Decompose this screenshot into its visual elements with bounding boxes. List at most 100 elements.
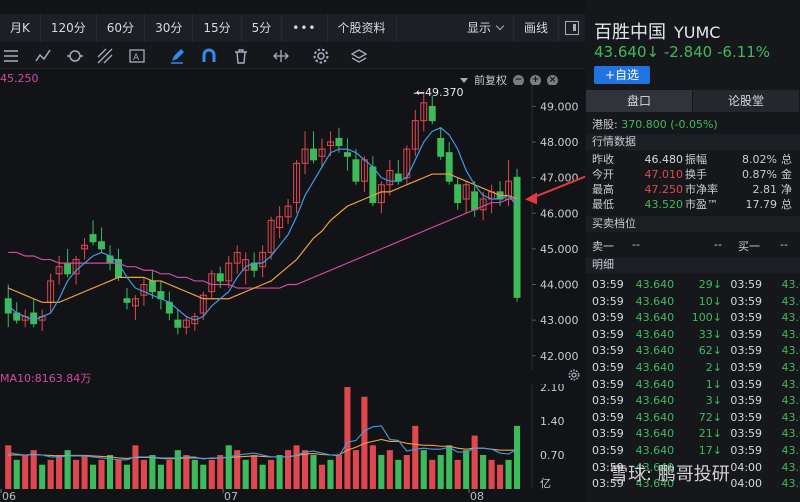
trade-price: 43.640 [635, 327, 675, 341]
candle-body [318, 148, 326, 157]
quote-key-2: 振幅 [685, 153, 707, 166]
hk-label: 港股: [592, 118, 618, 131]
sell-one-volume: -- [714, 238, 722, 251]
trade-price-2: 43.6 [781, 477, 800, 491]
trade-row: 03:59 43.640 100↓ 03:59 43.6 [592, 310, 800, 327]
volume-bar [5, 445, 12, 489]
trade-price-2: 43.6 [781, 377, 800, 391]
trend-line-icon[interactable] [34, 47, 52, 65]
minus-circle-icon[interactable]: − [513, 74, 524, 86]
trade-time-2: 03:59 [730, 377, 763, 391]
display-dropdown[interactable]: 显示 [457, 14, 514, 42]
close-circle-icon[interactable]: × [547, 74, 558, 86]
trade-price-2: 43.6 [781, 427, 800, 441]
panel-toggle-icon[interactable] [565, 21, 579, 35]
text-icon[interactable]: A [128, 47, 146, 65]
volume-bar [352, 450, 359, 489]
volume-bar [259, 464, 266, 489]
candle-body [98, 241, 105, 250]
volume-bar [268, 459, 275, 489]
quote-value: 43.520 [644, 198, 684, 211]
trade-volume: 72↓ [698, 410, 722, 424]
trade-time: 03:59 [592, 360, 624, 374]
tab-forum[interactable]: 论股堂 [693, 90, 800, 112]
candle-body [513, 176, 521, 298]
volume-bar [310, 455, 317, 489]
bid-ask-row: 卖一 -- -- 买一 -- [592, 238, 800, 254]
add-watchlist-button[interactable]: +自选 [594, 66, 650, 84]
stock-name: 百胜中国 [594, 22, 666, 43]
trade-time-2: 03:59 [730, 443, 763, 457]
volume-bar [30, 450, 37, 489]
max-price-label: ←49.370 [416, 86, 464, 99]
layers-icon[interactable] [350, 47, 368, 65]
period-5m-tab[interactable]: 5分 [242, 14, 283, 42]
stock-profile-tab[interactable]: 个股资料 [328, 14, 397, 42]
period-toolbar: 月K 120分 60分 30分 15分 5分 ••• 个股资料 显示 画线 [0, 14, 585, 42]
period-120m-tab[interactable]: 120分 [41, 14, 97, 42]
volume-bar [497, 464, 504, 489]
trade-time: 03:59 [592, 477, 624, 491]
plus-circle-icon[interactable]: + [530, 74, 541, 86]
candle-body [420, 102, 428, 122]
trade-time: 03:59 [592, 410, 624, 424]
volume-bar [378, 455, 385, 489]
draw-line-button[interactable]: 画线 [514, 14, 559, 42]
quote-row: 最高 47.250 市净率 2.81 净 [592, 182, 800, 197]
candlestick-chart[interactable]: 49.000 48.000 47.000 46.000 45.000 44.000 43.0… [0, 85, 585, 370]
settings-icon[interactable] [312, 47, 330, 65]
volume-tick-label: 亿 [540, 477, 551, 489]
volume-bar [13, 459, 20, 489]
price-adjust-control[interactable]: 前复权 − + × [460, 72, 558, 88]
trade-volume: 1↓ [705, 377, 722, 391]
period-30m-tab[interactable]: 30分 [145, 14, 194, 42]
volume-bar [106, 455, 114, 489]
trade-list[interactable]: 03:5943.64029↓03:5943.603:5943.64010↓03:… [592, 277, 800, 493]
resize-icon[interactable] [272, 47, 290, 65]
trash-icon[interactable] [232, 47, 250, 65]
last-price: 43.640↓ [594, 43, 660, 61]
volume-settings-icon[interactable] [568, 369, 580, 381]
ma10-line [8, 173, 518, 303]
svg-text:A: A [133, 53, 140, 63]
list-icon[interactable] [2, 47, 20, 65]
sell-one-price: -- [632, 238, 640, 251]
y-tick-label: 44.000 [540, 279, 579, 292]
volume-bar [344, 387, 351, 489]
magnet-icon[interactable] [200, 47, 218, 65]
period-monthly-tab[interactable]: 月K [0, 14, 41, 42]
fork-icon[interactable] [96, 47, 114, 65]
more-periods-button[interactable]: ••• [282, 14, 328, 42]
volume-bar [225, 445, 232, 489]
quote-value-2: 8.02% [742, 153, 777, 166]
volume-chart[interactable]: 2.10 1.40 0.70 亿 [0, 384, 585, 489]
volume-bar [200, 464, 207, 489]
annotation-arrowhead [525, 192, 538, 205]
volume-bar [89, 464, 97, 489]
candle-body [191, 316, 199, 325]
trade-volume: 33↓ [698, 327, 722, 341]
trade-time-2: 03:59 [730, 427, 763, 441]
volume-background [0, 384, 585, 489]
volume-ma-legend: MA10:8163.84万 [0, 372, 92, 385]
y-tick-label: 42.000 [540, 350, 579, 363]
volume-bar [98, 459, 105, 489]
tab-orderbook[interactable]: 盘口 [586, 90, 693, 112]
volume-bar [149, 455, 156, 489]
period-15m-tab[interactable]: 15分 [193, 14, 242, 42]
volume-bar [429, 459, 436, 489]
trade-volume: 2↓ [705, 360, 722, 374]
volume-bar [446, 445, 453, 489]
y-tick-label: 47.000 [540, 172, 579, 185]
cycle-icon[interactable] [66, 47, 84, 65]
candle-body [81, 244, 89, 250]
candle-body [64, 262, 72, 275]
pen-icon[interactable] [168, 47, 186, 65]
period-60m-tab[interactable]: 60分 [97, 14, 146, 42]
candle-body [471, 191, 479, 211]
trade-price: 43.640 [635, 377, 675, 391]
price-change-pct: -6.11% [716, 43, 771, 61]
x-tick-label: 08 [470, 490, 484, 502]
trade-time-2: 03:59 [730, 294, 763, 308]
candle-body [310, 148, 317, 161]
